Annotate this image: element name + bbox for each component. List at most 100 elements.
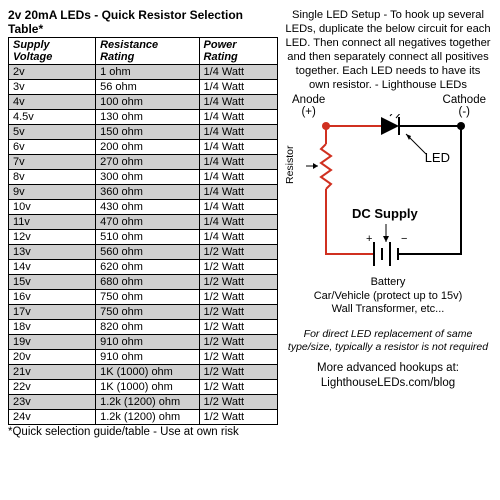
table-row: 9v360 ohm1/4 Watt: [9, 185, 278, 200]
table-footnote: *Quick selection guide/table - Use at ow…: [8, 425, 278, 438]
table-cell: 1/4 Watt: [199, 140, 277, 155]
table-cell: 1/2 Watt: [199, 320, 277, 335]
table-cell: 130 ohm: [96, 110, 199, 125]
table-cell: 18v: [9, 320, 96, 335]
table-cell: 1/4 Watt: [199, 215, 277, 230]
table-cell: 1/2 Watt: [199, 350, 277, 365]
cathode-text: Cathode: [443, 94, 486, 106]
table-cell: 3v: [9, 80, 96, 95]
table-cell: 1/2 Watt: [199, 395, 277, 410]
svg-text:+: +: [366, 233, 372, 245]
table-cell: 15v: [9, 275, 96, 290]
column-header: Resistance Rating: [96, 38, 199, 65]
table-cell: 9v: [9, 185, 96, 200]
column-header: Power Rating: [199, 38, 277, 65]
table-cell: 22v: [9, 380, 96, 395]
table-row: 6v200 ohm1/4 Watt: [9, 140, 278, 155]
table-cell: 1/2 Watt: [199, 305, 277, 320]
table-cell: 1K (1000) ohm: [96, 380, 199, 395]
table-cell: 19v: [9, 335, 96, 350]
table-cell: 23v: [9, 395, 96, 410]
table-cell: 750 ohm: [96, 290, 199, 305]
table-cell: 7v: [9, 155, 96, 170]
table-row: 18v820 ohm1/2 Watt: [9, 320, 278, 335]
table-cell: 1/4 Watt: [199, 185, 277, 200]
table-cell: 8v: [9, 170, 96, 185]
table-cell: 12v: [9, 230, 96, 245]
table-cell: 6v: [9, 140, 96, 155]
table-cell: 1/4 Watt: [199, 65, 277, 80]
table-cell: 300 ohm: [96, 170, 199, 185]
resistor-label: Resistor: [284, 145, 296, 184]
table-cell: 270 ohm: [96, 155, 199, 170]
table-row: 13v560 ohm1/2 Watt: [9, 245, 278, 260]
table-row: 8v300 ohm1/4 Watt: [9, 170, 278, 185]
table-cell: 620 ohm: [96, 260, 199, 275]
more-line2: LighthouseLEDs.com/blog: [321, 377, 455, 389]
table-cell: 11v: [9, 215, 96, 230]
table-row: 12v510 ohm1/4 Watt: [9, 230, 278, 245]
table-row: 11v470 ohm1/4 Watt: [9, 215, 278, 230]
table-cell: 16v: [9, 290, 96, 305]
table-cell: 17v: [9, 305, 96, 320]
table-cell: 1/4 Watt: [199, 125, 277, 140]
table-cell: 1/4 Watt: [199, 230, 277, 245]
table-cell: 910 ohm: [96, 350, 199, 365]
info-panel: Single LED Setup - To hook up several LE…: [278, 8, 492, 492]
table-cell: 910 ohm: [96, 335, 199, 350]
table-title: 2v 20mA LEDs - Quick Resistor Selection …: [8, 8, 278, 37]
table-cell: 4v: [9, 95, 96, 110]
battery-line1: Battery: [371, 276, 406, 288]
anode-text: Anode: [292, 94, 325, 106]
table-row: 20v910 ohm1/2 Watt: [9, 350, 278, 365]
table-row: 21v1K (1000) ohm1/2 Watt: [9, 365, 278, 380]
notice-text: For direct LED replacement of same type/…: [284, 328, 492, 353]
table-cell: 560 ohm: [96, 245, 199, 260]
table-cell: 1.2k (1200) ohm: [96, 410, 199, 425]
table-row: 3v56 ohm1/4 Watt: [9, 80, 278, 95]
table-cell: 4.5v: [9, 110, 96, 125]
table-cell: 5v: [9, 125, 96, 140]
table-cell: 820 ohm: [96, 320, 199, 335]
battery-label: Battery Car/Vehicle (protect up to 15v) …: [284, 276, 492, 316]
table-row: 2v1 ohm1/4 Watt: [9, 65, 278, 80]
table-row: 24v1.2k (1200) ohm1/2 Watt: [9, 410, 278, 425]
table-cell: 1/4 Watt: [199, 80, 277, 95]
intro-text: Single LED Setup - To hook up several LE…: [284, 8, 492, 92]
table-row: 16v750 ohm1/2 Watt: [9, 290, 278, 305]
circuit-diagram: Anode (+) Cathode (-) LED Resistor DC Su…: [284, 94, 492, 324]
table-cell: 1/4 Watt: [199, 170, 277, 185]
table-cell: 1/2 Watt: [199, 245, 277, 260]
table-row: 4v100 ohm1/4 Watt: [9, 95, 278, 110]
table-cell: 200 ohm: [96, 140, 199, 155]
table-cell: 2v: [9, 65, 96, 80]
table-cell: 1/2 Watt: [199, 335, 277, 350]
table-row: 15v680 ohm1/2 Watt: [9, 275, 278, 290]
table-cell: 24v: [9, 410, 96, 425]
table-row: 17v750 ohm1/2 Watt: [9, 305, 278, 320]
table-cell: 1/2 Watt: [199, 275, 277, 290]
table-cell: 1.2k (1200) ohm: [96, 395, 199, 410]
table-cell: 680 ohm: [96, 275, 199, 290]
table-cell: 21v: [9, 365, 96, 380]
table-cell: 360 ohm: [96, 185, 199, 200]
table-cell: 13v: [9, 245, 96, 260]
table-cell: 1K (1000) ohm: [96, 365, 199, 380]
table-cell: 750 ohm: [96, 305, 199, 320]
table-cell: 1/2 Watt: [199, 380, 277, 395]
table-cell: 10v: [9, 200, 96, 215]
table-cell: 20v: [9, 350, 96, 365]
svg-text:−: −: [401, 233, 407, 245]
circuit-svg: + −: [296, 114, 486, 274]
column-header: Supply Voltage: [9, 38, 96, 65]
table-cell: 1/2 Watt: [199, 290, 277, 305]
table-row: 19v910 ohm1/2 Watt: [9, 335, 278, 350]
battery-line3: Wall Transformer, etc...: [332, 303, 445, 315]
table-row: 7v270 ohm1/4 Watt: [9, 155, 278, 170]
table-row: 23v1.2k (1200) ohm1/2 Watt: [9, 395, 278, 410]
table-row: 22v1K (1000) ohm1/2 Watt: [9, 380, 278, 395]
table-cell: 1/4 Watt: [199, 110, 277, 125]
battery-line2: Car/Vehicle (protect up to 15v): [314, 290, 463, 302]
table-cell: 1/2 Watt: [199, 260, 277, 275]
table-row: 10v430 ohm1/4 Watt: [9, 200, 278, 215]
